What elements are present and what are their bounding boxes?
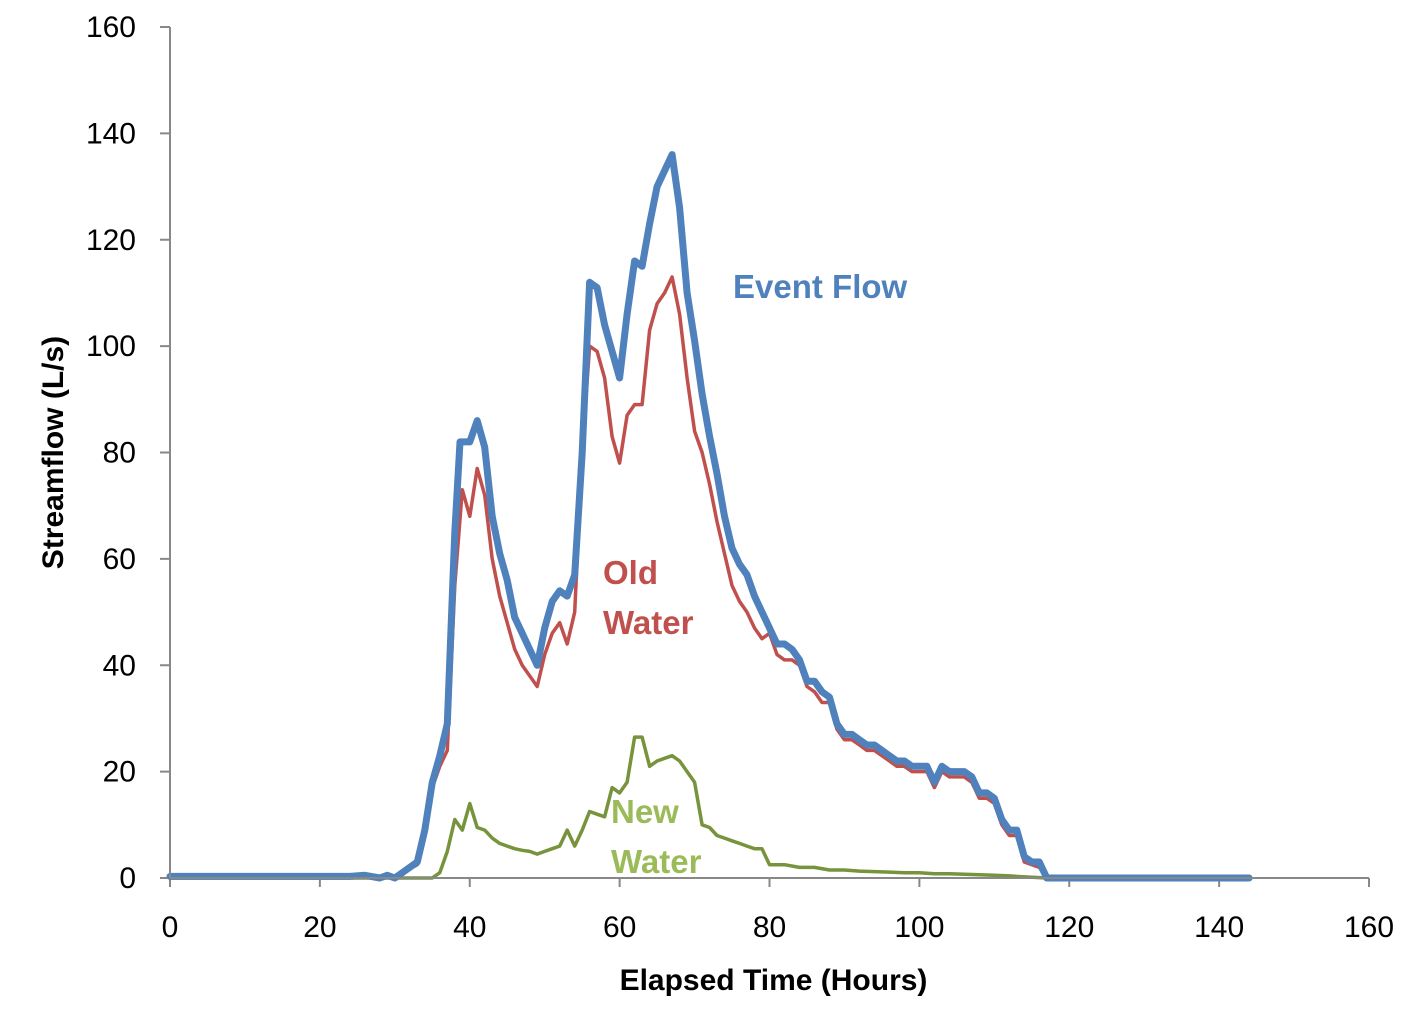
x-tick-label: 0 — [162, 911, 179, 944]
event-flow-line — [166, 151, 1253, 882]
series-label-line: Old — [603, 554, 658, 591]
x-tick-label: 40 — [453, 911, 486, 944]
x-axis-title: Elapsed Time (Hours) — [620, 964, 928, 997]
x-axis-ticks: 0 20 40 60 80 100 120 140 160 — [162, 878, 1394, 944]
x-tick-label: 60 — [603, 911, 636, 944]
old-water-line — [393, 275, 1049, 880]
plot-series — [166, 151, 1253, 882]
y-tick-label: 140 — [86, 117, 136, 150]
y-axis-ticks: 0 20 40 60 80 100 120 140 160 — [86, 11, 170, 895]
new-water-label: New Water — [611, 793, 702, 880]
y-axis-title: Streamflow (L/s) — [37, 336, 70, 569]
old-water-label: Old Water — [603, 554, 694, 641]
x-tick-label: 100 — [894, 911, 944, 944]
y-tick-label: 40 — [103, 649, 136, 682]
y-tick-label: 0 — [119, 862, 136, 895]
x-tick-label: 160 — [1344, 911, 1394, 944]
x-tick-label: 20 — [303, 911, 336, 944]
series-label-line: Event Flow — [733, 268, 908, 305]
series-labels: Event Flow Old Water New Water — [603, 268, 908, 880]
y-tick-label: 20 — [103, 756, 136, 789]
x-tick-label: 120 — [1044, 911, 1094, 944]
event-flow-label: Event Flow — [733, 268, 908, 305]
y-tick-label: 100 — [86, 330, 136, 363]
y-tick-label: 120 — [86, 224, 136, 257]
new-water-line — [168, 735, 1251, 880]
series-label-line: New — [611, 793, 679, 830]
y-tick-label: 60 — [103, 543, 136, 576]
y-tick-label: 160 — [86, 11, 136, 44]
x-tick-label: 140 — [1194, 911, 1244, 944]
series-label-line: Water — [611, 843, 702, 880]
y-tick-label: 80 — [103, 437, 136, 470]
x-tick-label: 80 — [753, 911, 786, 944]
series-label-line: Water — [603, 604, 694, 641]
